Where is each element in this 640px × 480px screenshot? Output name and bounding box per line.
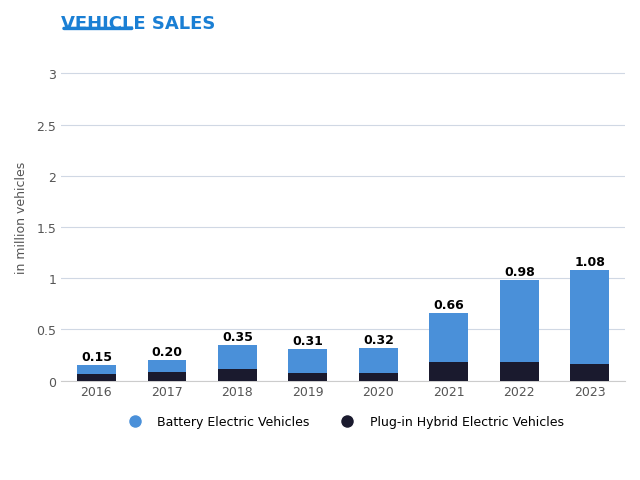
Bar	[148, 360, 186, 372]
Bar	[570, 364, 609, 381]
Text: 0.98: 0.98	[504, 265, 534, 278]
Legend: Battery Electric Vehicles, Plug-in Hybrid Electric Vehicles: Battery Electric Vehicles, Plug-in Hybri…	[117, 410, 569, 433]
Bar	[218, 345, 257, 370]
Bar	[77, 374, 116, 381]
Text: 1.08: 1.08	[574, 255, 605, 268]
Bar	[429, 313, 468, 362]
Text: 0.20: 0.20	[152, 345, 182, 358]
Text: 0.35: 0.35	[222, 330, 253, 343]
Text: 0.15: 0.15	[81, 350, 112, 363]
Bar	[500, 362, 539, 381]
Text: 0.32: 0.32	[363, 333, 394, 346]
Text: VEHICLE SALES: VEHICLE SALES	[61, 15, 216, 33]
Bar	[148, 372, 186, 381]
Text: 0.31: 0.31	[292, 334, 323, 347]
Bar	[77, 365, 116, 374]
Bar	[359, 373, 397, 381]
Bar	[429, 362, 468, 381]
Bar	[289, 373, 327, 381]
Y-axis label: in million vehicles: in million vehicles	[15, 161, 28, 273]
Bar	[500, 281, 539, 362]
Bar	[218, 370, 257, 381]
Bar	[359, 348, 397, 373]
Bar	[570, 270, 609, 364]
Bar	[289, 349, 327, 373]
Text: 0.66: 0.66	[433, 298, 464, 312]
